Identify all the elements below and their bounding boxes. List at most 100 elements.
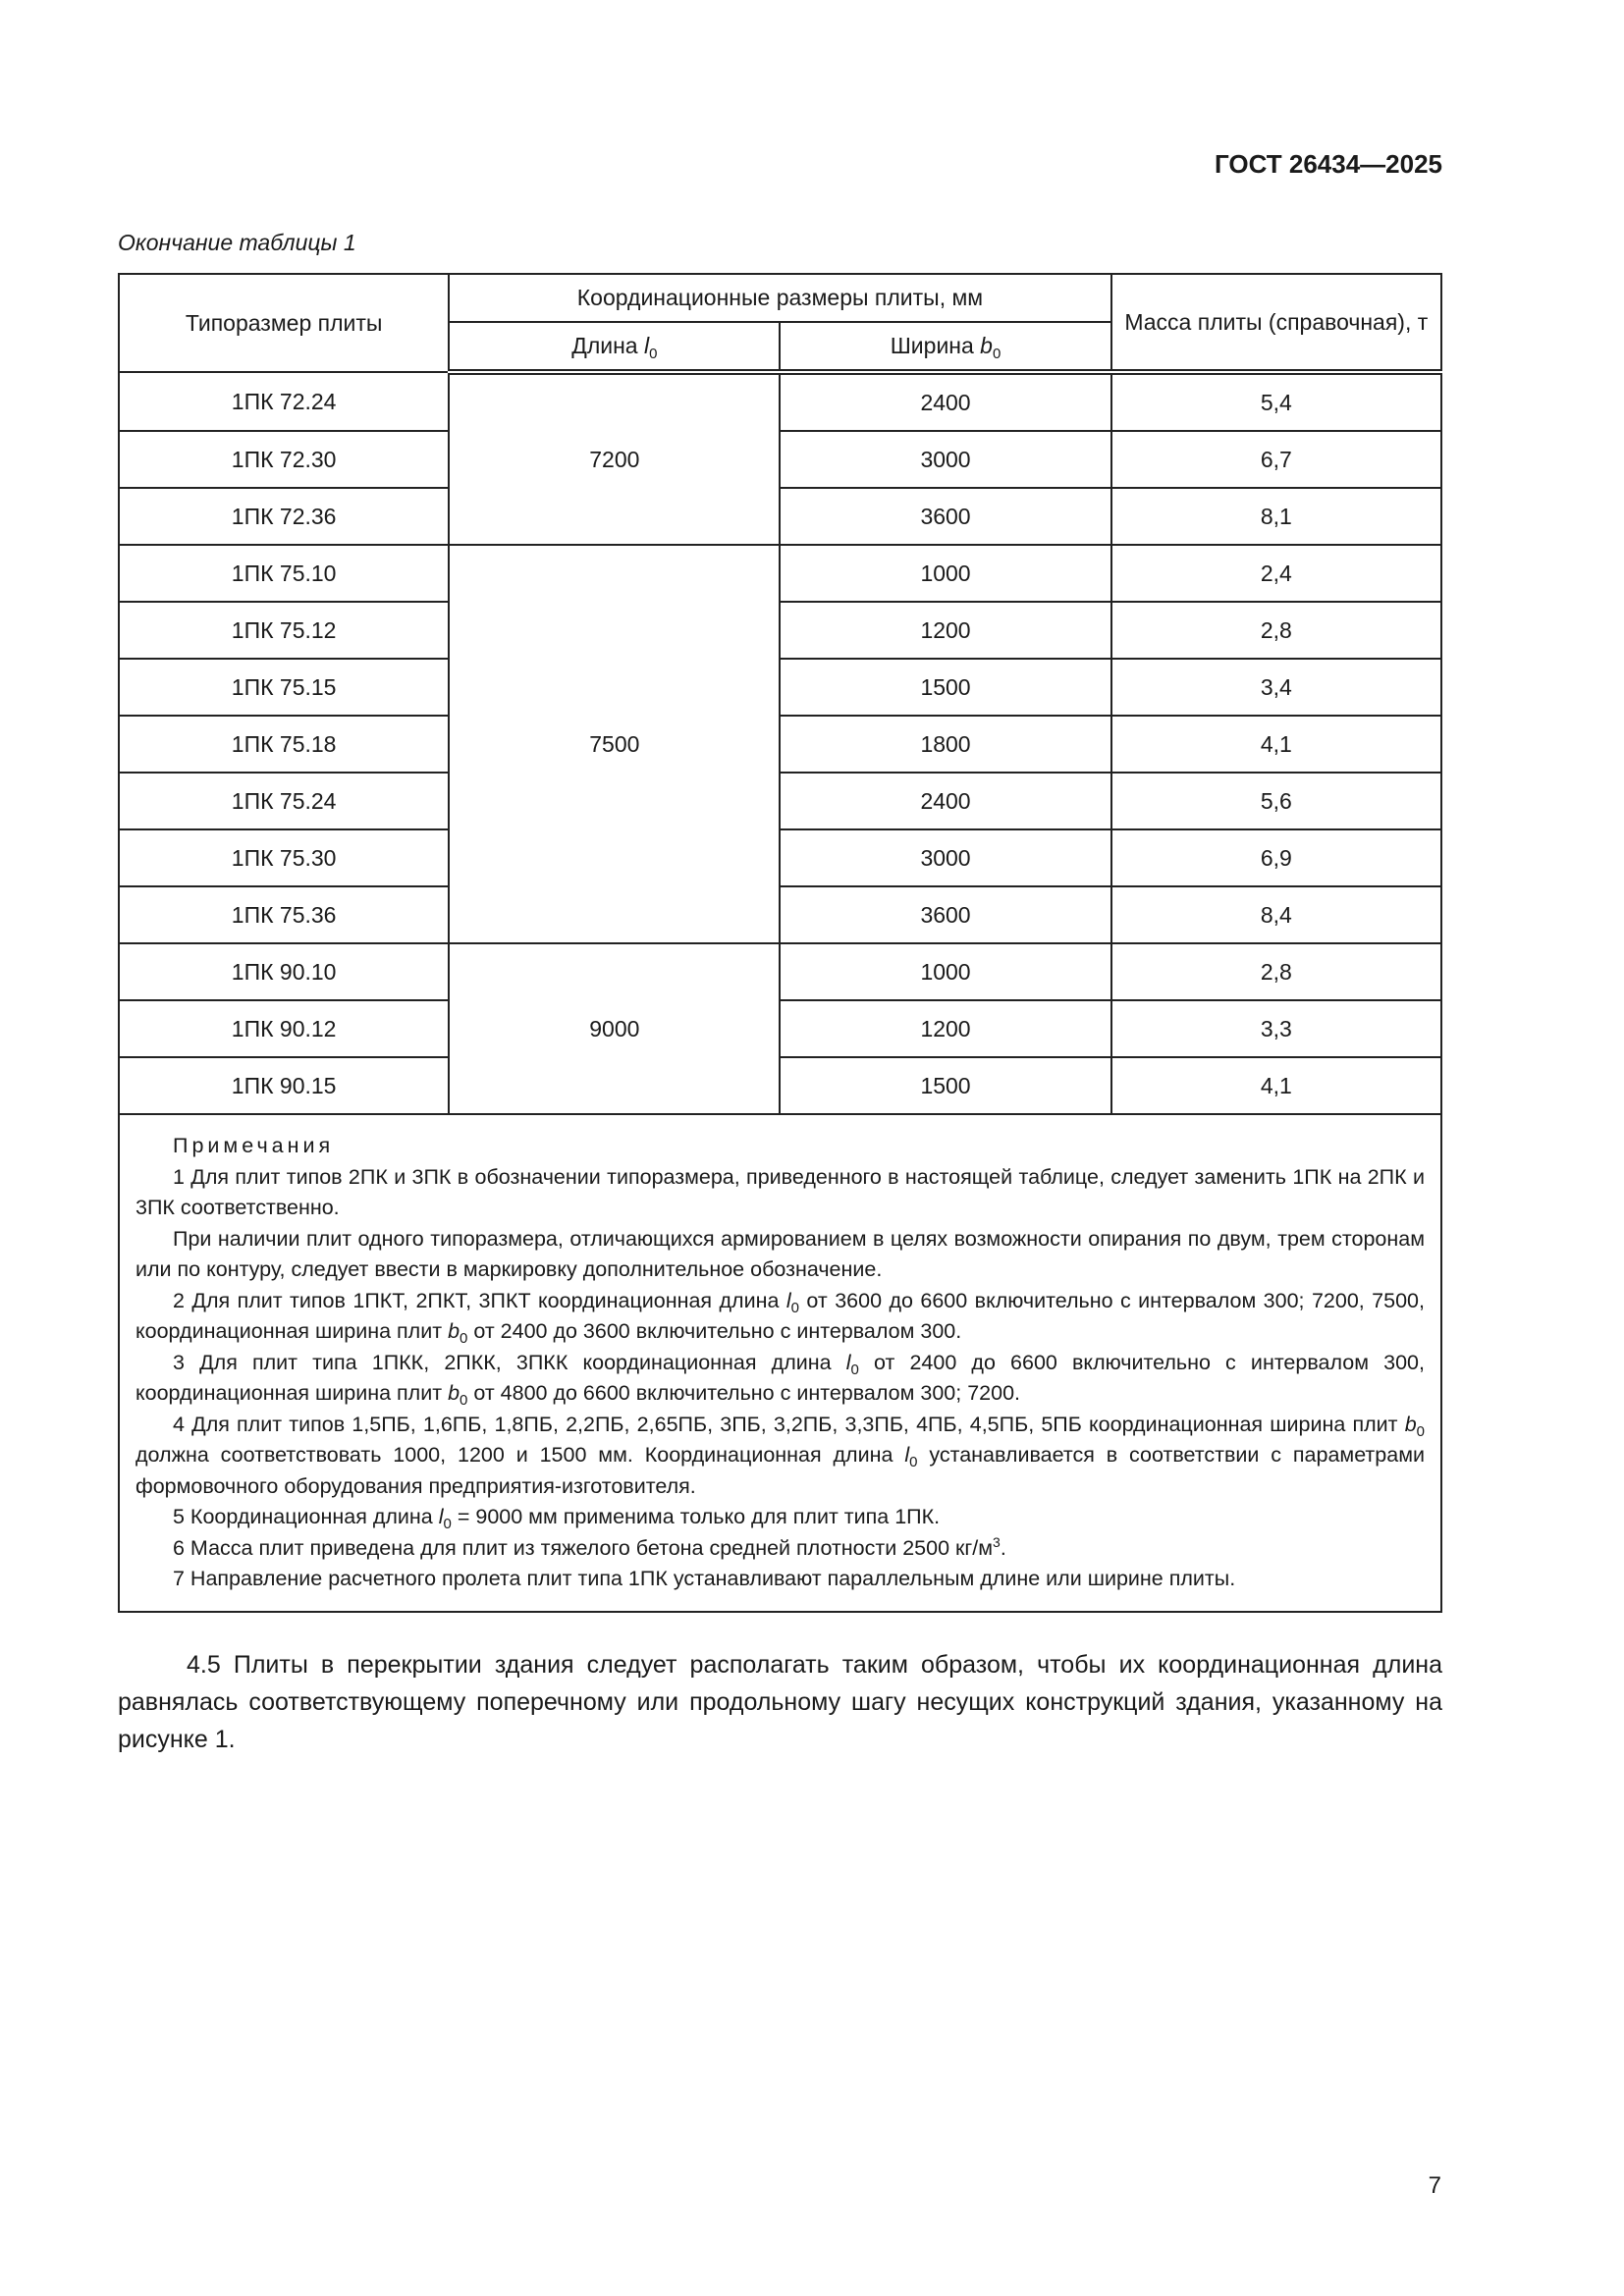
table-row: 1ПК 75.36 3600 8,4 [117,885,1443,944]
note-text: . [1000,1535,1006,1560]
cell-width: 3000 [779,828,1112,887]
cell-width: 3600 [779,885,1112,944]
cell-type: 1ПК 72.36 [117,487,451,546]
slab-table: Типоразмер плиты Координационные размеры… [117,273,1443,1613]
superscript: 3 [993,1533,1001,1550]
table-caption: Окончание таблицы 1 [118,230,356,255]
note-text: от 3600 до 6600 включительно с интервало… [135,1288,1425,1344]
cell-mass: 3,4 [1110,658,1443,717]
note-item: 2 Для плит типов 1ПКТ, 2ПКТ, 3ПКТ коорди… [135,1286,1425,1348]
variable: l [845,1350,851,1374]
note-item: 5 Координационная длина l0 = 9000 мм при… [135,1502,1425,1533]
variable-subscript: 0 [460,1330,468,1347]
cell-mass: 4,1 [1110,1056,1443,1115]
cell-mass: 6,7 [1110,430,1443,489]
cell-width: 3000 [779,430,1112,489]
note-text: от 2400 до 6600 включительно с интервало… [135,1350,1425,1406]
variable: l [438,1505,444,1528]
cell-type: 1ПК 75.18 [117,715,451,774]
note-text: 2 Для плит типов 1ПКТ, 2ПКТ, 3ПКТ коорди… [173,1288,786,1312]
variable: b [1404,1412,1417,1436]
note-text: 4 Для плит типов 1,5ПБ, 1,6ПБ, 1,8ПБ, 2,… [173,1412,1405,1436]
cell-mass: 3,3 [1110,999,1443,1058]
cell-width: 1500 [779,658,1112,717]
cell-mass: 5,4 [1110,371,1443,432]
note-text: 6 Масса плит приведена для плит из тяжел… [173,1535,994,1560]
variable-subscript: 0 [1416,1422,1425,1440]
cell-mass: 2,4 [1110,544,1443,603]
note-text: должна соответствовать 1000, 1200 и 1500… [135,1443,905,1467]
table-row: 1ПК 72.36 3600 8,1 [117,487,1443,546]
note-item: 7 Направление расчетного пролета плит ти… [135,1564,1425,1595]
table-row: 1ПК 75.24 2400 5,6 [117,772,1443,830]
cell-type: 1ПК 90.15 [117,1056,451,1115]
note-item: При наличии плит одного типоразмера, отл… [135,1224,1425,1286]
cell-mass: 5,6 [1110,772,1443,830]
cell-width: 2400 [779,772,1112,830]
note-text: = 9000 мм применима только для плит типа… [451,1505,941,1528]
cell-length: 9000 [448,942,782,1115]
table-row: 1ПК 72.24 7200 2400 5,4 [117,371,1443,546]
note-item: 4 Для плит типов 1,5ПБ, 1,6ПБ, 1,8ПБ, 2,… [135,1410,1425,1503]
table-notes: Примечания 1 Для плит типов 2ПК и 3ПК в … [118,1113,1442,1613]
header-mass: Масса плиты (справочная), т [1110,273,1443,375]
cell-mass: 2,8 [1110,601,1443,660]
cell-type: 1ПК 90.10 [117,942,451,1001]
cell-type: 1ПК 75.12 [117,601,451,660]
cell-type: 1ПК 75.10 [117,544,451,603]
cell-width: 1800 [779,715,1112,774]
variable: l [904,1443,910,1467]
cell-mass: 8,4 [1110,885,1443,944]
cell-mass: 4,1 [1110,715,1443,774]
note-text: 7 Направление расчетного пролета плит ти… [173,1567,1236,1590]
variable-subscript: 0 [460,1392,468,1409]
cell-type: 1ПК 75.36 [117,885,451,944]
note-text: 1 Для плит типов 2ПК и 3ПК в обозначении… [135,1164,1425,1220]
table-row: 1ПК 72.30 3000 6,7 [117,430,1443,489]
note-item: 1 Для плит типов 2ПК и 3ПК в обозначении… [135,1162,1425,1224]
cell-type: 1ПК 75.24 [117,772,451,830]
page-number: 7 [1428,2172,1441,2199]
header-length: Длина l0 [448,321,782,375]
note-text: 5 Координационная длина [173,1505,439,1528]
cell-width: 1500 [779,1056,1112,1115]
table-row: 1ПК 75.18 1800 4,1 [117,715,1443,774]
cell-type: 1ПК 72.24 [117,371,451,432]
variable: b [448,1381,460,1405]
variable: l [785,1288,791,1312]
note-text: от 2400 до 3600 включительно с интервало… [467,1319,962,1343]
document-code: ГОСТ 26434—2025 [1215,149,1442,179]
cell-type: 1ПК 75.30 [117,828,451,887]
note-text: от 4800 до 6600 включительно с интервало… [467,1381,1020,1405]
cell-type: 1ПК 90.12 [117,999,451,1058]
paragraph-4-5: 4.5 Плиты в перекрытии здания следует ра… [118,1650,1442,1753]
variable: b [448,1319,460,1343]
cell-type: 1ПК 75.15 [117,658,451,717]
note-text: При наличии плит одного типоразмера, отл… [135,1226,1425,1282]
cell-width: 1200 [779,601,1112,660]
table-row: 1ПК 75.15 1500 3,4 [117,658,1443,717]
table-row: 1ПК 90.10 9000 1000 2,8 [117,942,1443,1115]
table-row: 1ПК 90.15 1500 4,1 [117,1056,1443,1115]
cell-width: 1000 [779,544,1112,603]
cell-mass: 6,9 [1110,828,1443,887]
cell-type: 1ПК 72.30 [117,430,451,489]
variable-subscript: 0 [790,1299,799,1316]
cell-width: 3600 [779,487,1112,546]
header-type: Типоразмер плиты [117,273,451,373]
table-row: 1ПК 75.10 7500 1000 2,4 [117,544,1443,944]
note-text: 3 Для плит типа 1ПКК, 2ПКК, 3ПКК координ… [173,1350,846,1374]
main-content: Типоразмер плиты Координационные размеры… [117,273,1443,1758]
note-item: 6 Масса плит приведена для плит из тяжел… [135,1533,1425,1565]
cell-width: 1200 [779,999,1112,1058]
cell-length: 7500 [448,544,782,944]
note-item: 3 Для плит типа 1ПКК, 2ПКК, 3ПКК координ… [135,1348,1425,1410]
header-coord-sizes: Координационные размеры плиты, мм [448,273,1112,323]
variable-subscript: 0 [909,1454,918,1470]
variable-subscript: 0 [850,1361,859,1378]
cell-width: 1000 [779,942,1112,1001]
header-width: Ширина b0 [779,321,1112,375]
cell-mass: 2,8 [1110,942,1443,1001]
variable-subscript: 0 [443,1516,452,1532]
cell-length: 7200 [448,371,782,546]
